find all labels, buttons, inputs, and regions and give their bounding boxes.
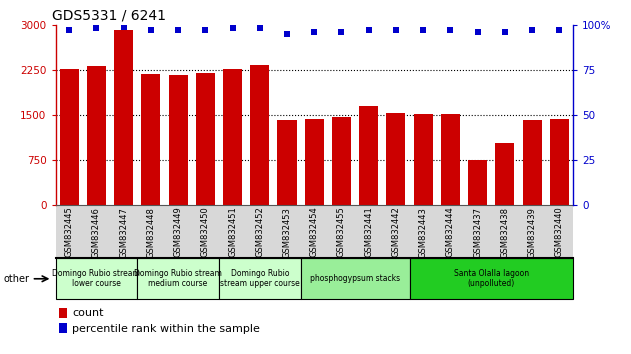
Point (309, 29, 319, 35)
Point (473, 29, 483, 35)
Bar (114, 30, 133, 205)
Text: Domingo Rubio stream
lower course: Domingo Rubio stream lower course (52, 269, 140, 289)
Point (200, 27, 210, 33)
Point (527, 27, 537, 33)
Text: count: count (72, 308, 103, 318)
Point (228, 25, 238, 31)
Bar (196, 73, 215, 205)
Bar (386, 113, 406, 205)
Point (282, 31, 292, 37)
Point (391, 27, 401, 33)
Point (255, 25, 265, 31)
Bar (550, 119, 569, 205)
Point (173, 27, 183, 33)
Bar (522, 120, 541, 205)
Point (363, 27, 374, 33)
Bar (223, 69, 242, 205)
Point (418, 27, 428, 33)
Bar (251, 65, 269, 205)
Point (445, 27, 456, 33)
Bar (278, 120, 297, 205)
Bar (141, 74, 160, 205)
Point (119, 24, 129, 29)
Bar (332, 117, 351, 205)
Point (146, 27, 156, 33)
Text: Domingo Rubio stream
medium course: Domingo Rubio stream medium course (134, 269, 222, 289)
Bar (359, 106, 378, 205)
Bar (305, 119, 324, 205)
Bar (168, 75, 187, 205)
Point (64, 27, 74, 33)
Point (500, 29, 510, 35)
Text: phosphogypsum stacks: phosphogypsum stacks (310, 274, 400, 283)
Bar (59, 69, 79, 205)
Point (554, 27, 564, 33)
Bar (87, 66, 106, 205)
Text: GDS5331 / 6241: GDS5331 / 6241 (52, 9, 167, 23)
Bar (441, 114, 460, 205)
Text: Domingo Rubio
stream upper course: Domingo Rubio stream upper course (220, 269, 300, 289)
Text: other: other (3, 274, 29, 284)
Bar (468, 160, 487, 205)
Point (91, 25, 102, 31)
Point (336, 29, 346, 35)
Bar (495, 143, 514, 205)
Bar (414, 114, 433, 205)
Text: percentile rank within the sample: percentile rank within the sample (72, 324, 260, 333)
Text: Santa Olalla lagoon
(unpolluted): Santa Olalla lagoon (unpolluted) (454, 269, 529, 289)
